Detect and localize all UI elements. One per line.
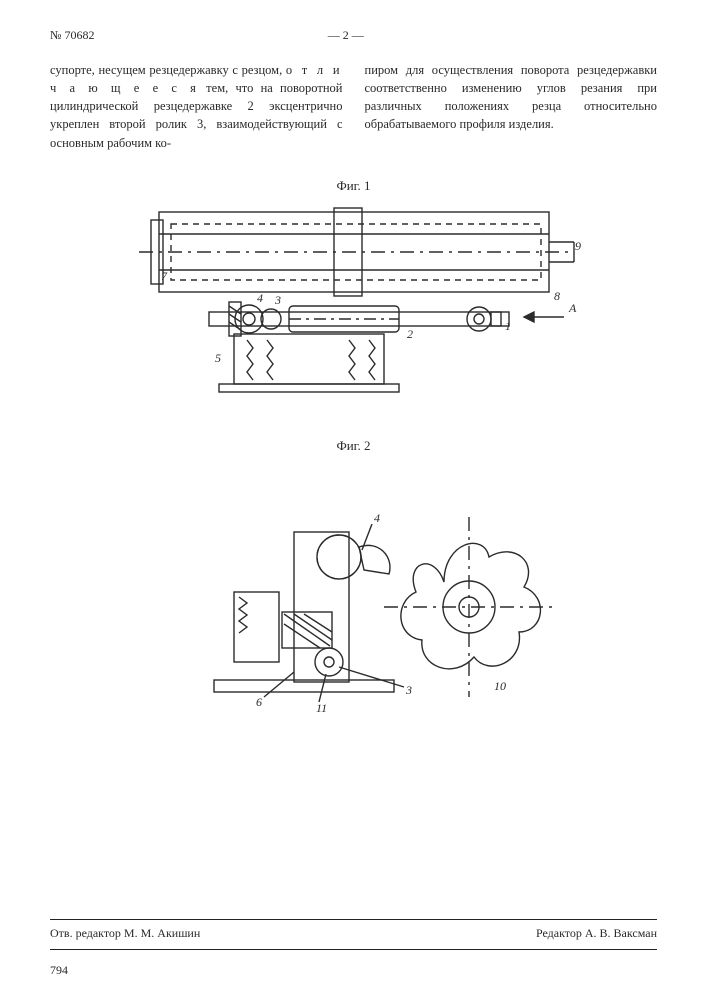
editor: Редактор А. В. Ваксман [536, 926, 657, 941]
fig1-label-9: 9 [575, 239, 581, 253]
column-left: супорте, несущем резцедержавку с резцом,… [50, 61, 343, 152]
page-number: 794 [50, 963, 68, 978]
fig2-diagram: 4 3 6 11 10 [50, 462, 657, 722]
fig2-label-6: 6 [256, 695, 262, 709]
fig1-caption: Фиг. 1 [50, 178, 657, 194]
responsible-editor: Отв. редактор М. М. Акишин [50, 926, 200, 941]
column-right: пиром для осуществления поворота резцеде… [365, 61, 658, 152]
fig2-label-4: 4 [374, 511, 380, 525]
fig1-label-4: 4 [257, 291, 263, 305]
fig1-label-3: 3 [274, 293, 281, 307]
fig1-label-2: 2 [407, 327, 413, 341]
header-spacer [597, 28, 657, 43]
footer: Отв. редактор М. М. Акишин Редактор А. В… [50, 919, 657, 950]
fig2-label-10: 10 [494, 679, 506, 693]
doc-number: № 70682 [50, 28, 94, 43]
fig1-label-a: A [568, 301, 577, 315]
page-indicator: — 2 — [328, 28, 364, 43]
fig1-label-7: 7 [161, 269, 168, 283]
fig1-diagram: 7 9 8 4 3 2 1 5 A [50, 202, 657, 412]
fig2-label-3: 3 [405, 683, 412, 697]
body-text: супорте, несущем резцедержавку с резцом,… [50, 61, 657, 152]
fig1-label-8: 8 [554, 289, 560, 303]
fig1-label-1: 1 [505, 319, 511, 333]
fig2-label-11: 11 [316, 701, 327, 715]
text-left-pre: супорте, несущем резцедержавку с резцом, [50, 63, 286, 77]
fig1-label-5: 5 [215, 351, 221, 365]
fig2-caption: Фиг. 2 [50, 438, 657, 454]
